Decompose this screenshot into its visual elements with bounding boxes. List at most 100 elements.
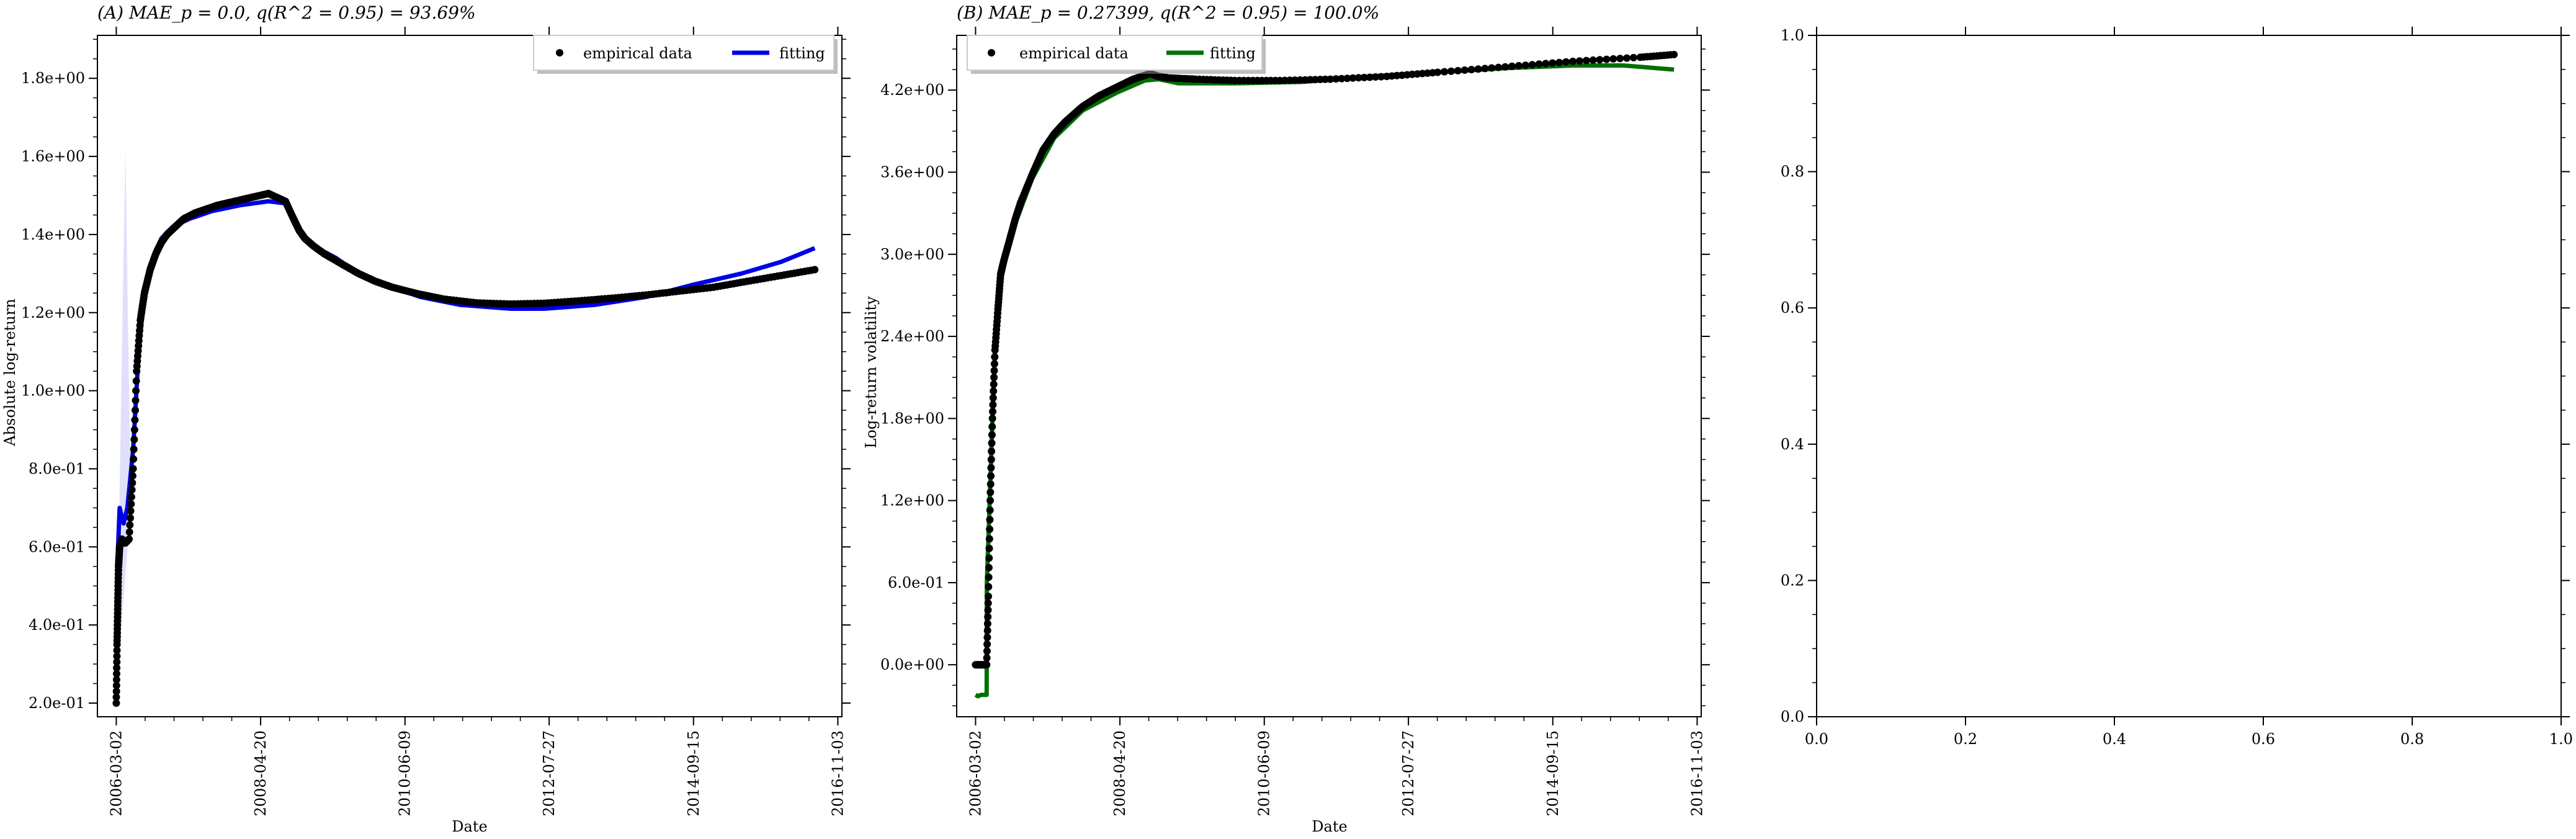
empirical-point <box>1326 75 1335 83</box>
x-tick-label: 2008-04-20 <box>252 730 269 816</box>
empirical-point <box>990 367 998 375</box>
empirical-point <box>1372 73 1379 81</box>
y-tick-label: 0.4 <box>1781 436 1804 453</box>
empirical-point <box>985 563 993 572</box>
y-tick-label: 0.8 <box>1781 163 1804 181</box>
empirical-point <box>983 640 991 648</box>
empirical-point <box>985 535 993 543</box>
x-tick-label: 2006-03-02 <box>967 730 984 816</box>
empirical-point <box>983 654 991 662</box>
empirical-point <box>1377 73 1385 81</box>
x-tick-label: 1.0 <box>2549 730 2573 748</box>
y-tick-label: 3.6e+00 <box>880 163 944 181</box>
empirical-point <box>986 488 995 496</box>
empirical-point <box>1360 73 1368 81</box>
empirical-point <box>983 620 991 628</box>
empirical-point <box>1630 53 1637 61</box>
empirical-point <box>987 455 995 464</box>
axes-frame <box>956 35 1702 717</box>
empirical-point <box>989 408 996 416</box>
empirical-point <box>1521 61 1529 70</box>
y-tick-label: 1.6e+00 <box>21 148 85 165</box>
empirical-point <box>983 627 991 635</box>
legend-box <box>533 35 834 71</box>
empirical-point <box>1575 57 1583 65</box>
x-tick-label: 0.8 <box>2400 730 2424 748</box>
empirical-point <box>989 401 997 409</box>
empirical-point <box>985 573 993 581</box>
empirical-point <box>127 493 135 501</box>
empirical-point <box>1603 55 1611 63</box>
panel-b-xlabel: Date <box>1312 818 1347 835</box>
empirical-point <box>1501 63 1509 71</box>
empirical-point <box>987 472 995 480</box>
x-tick-label: 2012-07-27 <box>1400 730 1417 816</box>
y-tick-label: 1.4e+00 <box>21 226 85 243</box>
empirical-point <box>132 397 140 405</box>
empirical-point <box>983 647 991 655</box>
panel-a-xlabel: Date <box>452 818 487 835</box>
empirical-point <box>112 699 120 707</box>
empirical-point <box>127 500 135 508</box>
empirical-point <box>127 507 135 515</box>
empirical-point <box>1542 60 1550 68</box>
empirical-point <box>1488 64 1496 72</box>
empirical-point <box>984 606 992 614</box>
x-tick-label: 2008-04-20 <box>1111 730 1129 816</box>
panel-b-title: (B) MAE_p = 0.27399, q(R^2 = 0.95) = 100… <box>957 2 1379 23</box>
empirical-point <box>986 496 994 505</box>
legend-box <box>967 35 1263 71</box>
empirical-point <box>1467 66 1475 74</box>
empirical-point <box>130 455 138 463</box>
empirical-point <box>985 593 992 600</box>
empirical-point <box>128 486 136 494</box>
empirical-point <box>1555 58 1563 66</box>
empirical-point <box>1332 75 1340 83</box>
axes-frame <box>97 35 843 717</box>
fitting-line <box>974 63 1675 699</box>
empirical-point <box>113 664 121 672</box>
empirical-point <box>113 670 120 678</box>
panel-a-legend: empirical data fitting <box>533 35 838 74</box>
empirical-point <box>1447 67 1455 75</box>
y-tick-label: 4.2e+00 <box>880 81 944 99</box>
empirical-point <box>130 426 138 434</box>
x-tick-label: 2014-09-15 <box>1544 730 1562 816</box>
empirical-point <box>989 394 997 402</box>
empirical-point <box>986 516 994 524</box>
y-tick-label: 1.0 <box>1781 27 1804 44</box>
empirical-point <box>1528 61 1536 69</box>
empirical-point <box>1609 55 1617 63</box>
empirical-point <box>125 535 133 543</box>
empirical-point <box>988 447 996 455</box>
empirical-point <box>1623 54 1631 62</box>
empirical-point <box>1454 66 1462 74</box>
empirical-point <box>1569 57 1576 65</box>
empirical-point <box>986 506 994 514</box>
empirical-point <box>1582 56 1590 65</box>
empirical-point <box>990 360 998 368</box>
y-tick-label: 1.2e+00 <box>880 492 944 509</box>
empirical-point <box>112 676 120 684</box>
empirical-point <box>112 681 120 689</box>
empirical-point <box>988 415 996 423</box>
panel-b: (B) MAE_p = 0.27399, q(R^2 = 0.95) = 100… <box>862 2 1710 835</box>
panel-b-plot-area: 2006-03-02 2008-04-20 2010-06-09 2012-07-27… <box>880 27 1710 816</box>
empirical-point <box>983 634 991 642</box>
y-tick-label: 1.0e+00 <box>21 382 85 400</box>
empirical-point <box>986 480 995 488</box>
empirical-point <box>1508 62 1516 70</box>
panel-a-ylabel: Absolute log-return <box>1 298 19 446</box>
empirical-point <box>131 416 139 424</box>
x-tick-label: 2010-06-09 <box>396 730 414 816</box>
empirical-point <box>1338 74 1346 83</box>
legend-label-empirical: empirical data <box>583 45 692 62</box>
empirical-point <box>1366 73 1374 81</box>
empirical-point <box>113 647 121 654</box>
y-tick-label: 3.0e+00 <box>880 246 944 263</box>
empirical-point <box>126 521 134 529</box>
empirical-point <box>985 554 993 562</box>
axes-frame <box>1816 35 2562 717</box>
x-tick-label: 0.0 <box>1805 730 1828 748</box>
empirical-point <box>991 353 999 361</box>
